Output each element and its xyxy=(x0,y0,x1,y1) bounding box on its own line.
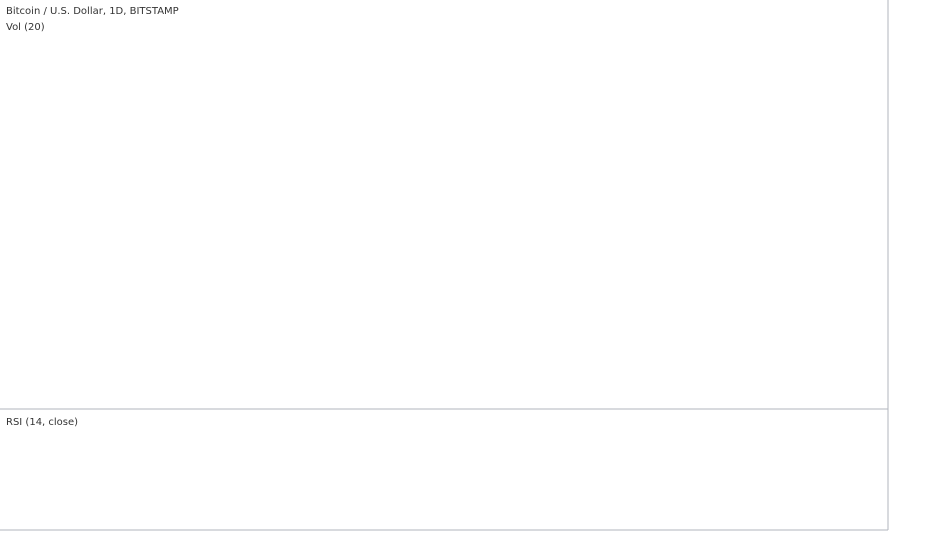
chart-title: Bitcoin / U.S. Dollar, 1D, BITSTAMP xyxy=(6,6,179,17)
volume-label: Vol (20) xyxy=(6,22,45,33)
rsi-label: RSI (14, close) xyxy=(6,417,78,428)
